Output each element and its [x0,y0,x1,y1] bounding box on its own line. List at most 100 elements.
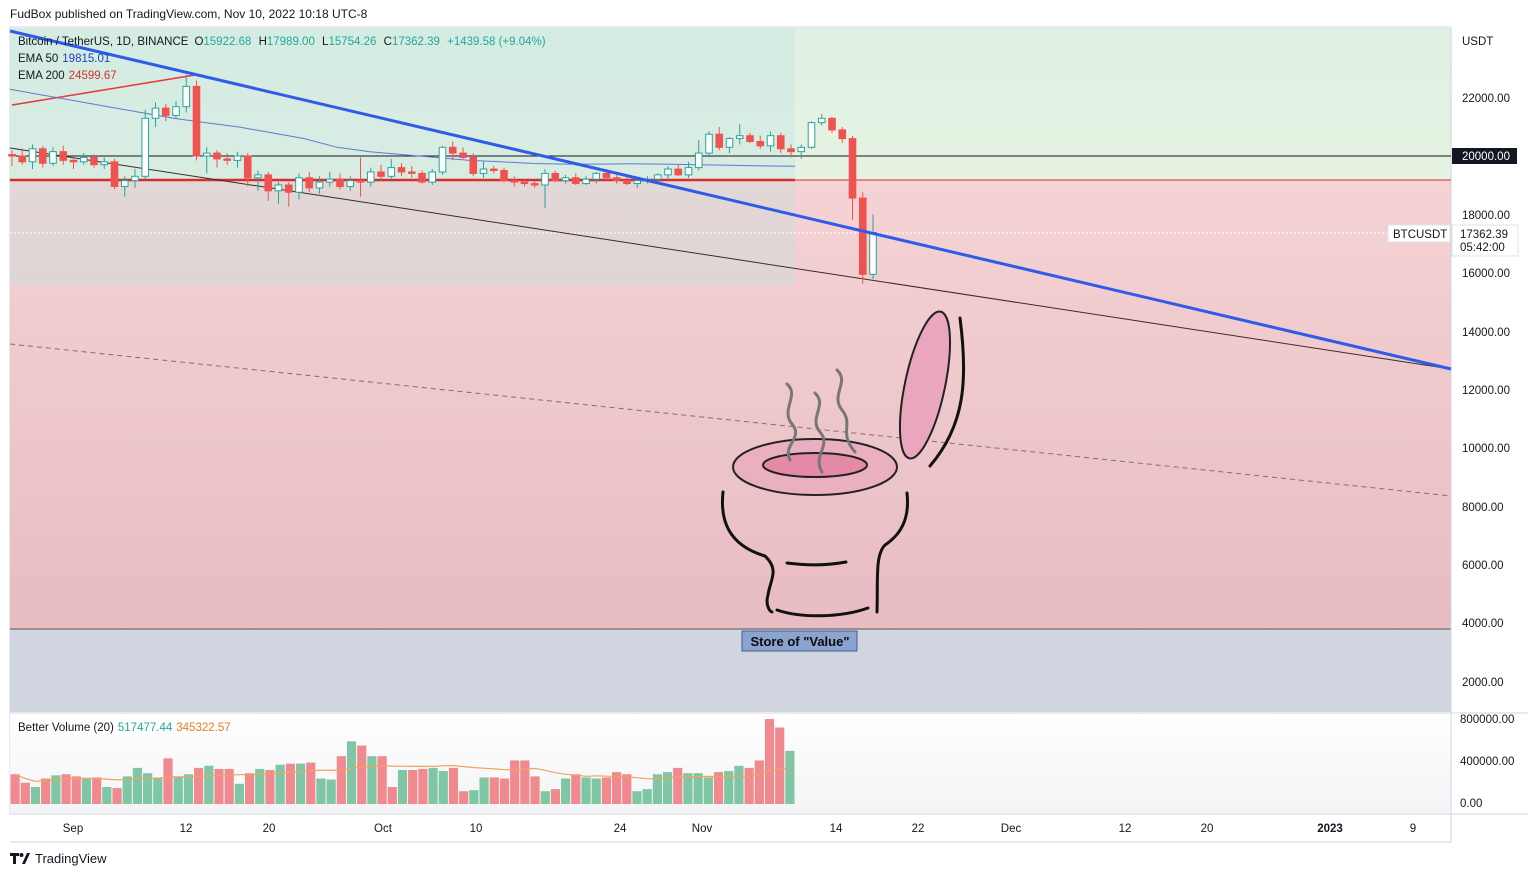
volume-bar [408,770,418,804]
candle-body [694,152,703,169]
footer-brand[interactable]: TradingView [10,851,107,866]
volume-axis[interactable]: 800000.00 400000.00 0.00 [1460,714,1514,810]
volume-bar [510,760,520,804]
candle [38,145,47,168]
ema50-line [9,88,796,167]
ema50-legend[interactable]: EMA 50 19815.01 [18,53,114,65]
volume-tick: 400000.00 [1460,756,1514,768]
volume-bar [591,778,601,804]
volume-bar [744,767,754,804]
time-label: Oct [374,823,393,835]
candle [161,103,170,122]
toilet-front-line [785,560,848,567]
price-tick-highlight: 20000.00 [1462,151,1510,163]
volume-bar [204,765,214,804]
volume-bar [336,756,346,804]
volume-bar [20,782,30,804]
candle-body [674,168,683,176]
candle-body [828,117,836,131]
candle [100,157,109,170]
candle [500,167,508,183]
volume-bar [428,767,438,804]
candle-body [18,155,27,163]
candle-body [336,178,344,187]
volume-bar [295,763,306,804]
candle-body [551,172,560,182]
candle-body [541,172,549,186]
candle-body [602,172,611,179]
ema200-legend[interactable]: EMA 200 24599.67 [18,70,121,82]
candle-body [223,158,232,161]
volume-legend-v2: 345322.57 [176,722,231,734]
volume-bar [234,783,244,804]
candle-body [684,167,693,176]
candle [336,173,344,190]
candle [366,167,375,187]
candle-body [653,174,662,180]
volume-bar [255,768,265,804]
candle [684,161,693,178]
candle-body [746,135,754,142]
main-downtrend-line [9,29,1452,371]
candle-body [725,138,734,148]
volume-legend[interactable]: Better Volume (20) 517477.44 345322.57 [18,722,235,734]
volume-bar [30,787,41,804]
candle-body [520,181,529,185]
candle [633,179,642,188]
candle [233,151,242,168]
bottom-zone [10,629,1451,712]
ohlc-change: +1439.58 (+9.04%) [447,36,546,48]
level-20000-tag [1452,148,1517,164]
candle [541,169,549,209]
ema50-label: EMA 50 [18,53,59,65]
volume-bar [357,745,367,804]
tradingview-logo-icon [10,852,30,864]
candle [213,150,221,168]
volume-bar [214,768,224,804]
candle [664,166,672,180]
time-label: Dec [1001,823,1022,835]
volume-bar [71,776,81,804]
candle-body [325,178,334,183]
time-label: 14 [830,823,843,835]
candle [377,164,385,181]
main-legend-row[interactable]: Bitcoin / TetherUS, 1D, BINANCE O15922.68… [18,36,550,48]
volume-bar [112,788,122,804]
time-axis[interactable]: Sep 12 20 Oct 10 24 Nov 14 22 Dec 12 20 … [63,823,1416,835]
candle [694,140,703,171]
volume-ma-line [14,764,790,782]
toilet-bowl-hole [762,452,868,478]
volume-bar [224,768,234,804]
candle [356,157,365,197]
price-tick: 22000.00 [1462,93,1510,105]
candle [438,145,447,175]
candle [151,102,160,127]
dashed-channel-line [9,343,1452,497]
candle [141,109,150,180]
price-axis[interactable]: USDT 22000.00 20000.00 18000.00 16000.00… [1387,36,1519,689]
volume-bar [367,756,377,804]
toilet-lid [898,310,952,460]
symbol-name[interactable]: Bitcoin / TetherUS, 1D, BINANCE [18,36,189,48]
ohlc-h-label: H [258,36,267,48]
volume-bar [611,772,622,804]
volume-bar [652,774,662,804]
candle [469,153,478,177]
volume-bar [183,774,194,804]
toilet-base-left [720,490,775,614]
candle-body [387,167,396,177]
candle [612,174,621,184]
candle-body [90,156,98,166]
volume-bar [92,777,102,804]
candle-body [705,133,713,154]
candle-body [120,180,129,187]
volume-bar [377,756,387,804]
candle [182,74,191,113]
ema50-layer [9,88,796,167]
annotation-text: Store of "Value" [750,634,849,649]
candle-body [202,152,211,157]
volume-bar [662,772,673,804]
candle-body [377,171,385,177]
candle [407,166,416,178]
